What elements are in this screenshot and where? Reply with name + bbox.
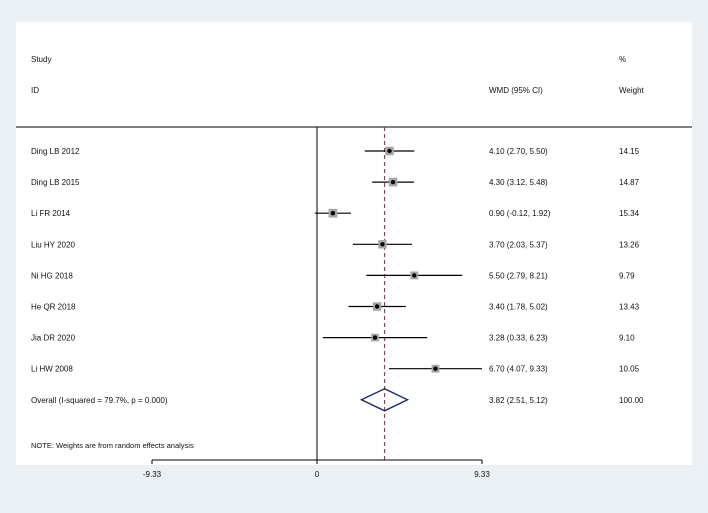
weight-text: 15.34 — [619, 209, 640, 218]
weight-text: 13.43 — [619, 303, 640, 312]
study-row: Ding LB 2012 4.10 (2.70, 5.50) 14.15 — [31, 146, 640, 156]
study-row: Ni HG 2018 5.50 (2.79, 8.21) 9.79 — [31, 271, 635, 280]
ci-text: 5.50 (2.79, 8.21) — [489, 271, 548, 280]
weight-text: 14.15 — [619, 147, 640, 156]
study-row: Jia DR 2020 3.28 (0.33, 6.23) 9.10 — [31, 334, 635, 343]
point-estimate — [412, 273, 417, 278]
ci-text: 3.28 (0.33, 6.23) — [489, 334, 548, 343]
study-row: Liu HY 2020 3.70 (2.03, 5.37) 13.26 — [31, 240, 640, 249]
x-tick-label: 9.33 — [474, 470, 490, 479]
header-effect: WMD (95% CI) — [489, 86, 543, 95]
study-label: Li HW 2008 — [31, 365, 73, 374]
weights-note: NOTE: Weights are from random effects an… — [31, 441, 194, 450]
ci-text: 3.70 (2.03, 5.37) — [489, 240, 548, 249]
overall-label: Overall (I-squared = 79.7%, p = 0.000) — [31, 396, 168, 405]
study-row: Ding LB 2015 4.30 (3.12, 5.48) 14.87 — [31, 177, 640, 187]
header-percent: % — [619, 55, 626, 64]
overall-ci-text: 3.82 (2.51, 5.12) — [489, 396, 548, 405]
weight-text: 13.26 — [619, 240, 640, 249]
header-weight: Weight — [619, 86, 645, 95]
weight-text: 10.05 — [619, 365, 640, 374]
header-id: ID — [31, 86, 39, 95]
weight-text: 9.10 — [619, 334, 635, 343]
study-label: Ding LB 2015 — [31, 178, 80, 187]
point-estimate — [387, 148, 392, 154]
x-tick-label: 0 — [315, 470, 320, 479]
weight-text: 14.87 — [619, 178, 640, 187]
study-row: He QR 2018 3.40 (1.78, 5.02) 13.43 — [31, 302, 640, 312]
ci-text: 4.30 (3.12, 5.48) — [489, 178, 548, 187]
study-row: Li HW 2008 6.70 (4.07, 9.33) 10.05 — [31, 365, 640, 374]
overall-diamond — [359, 388, 410, 412]
ci-text: 0.90 (-0.12, 1.92) — [489, 209, 551, 218]
point-estimate — [374, 304, 380, 309]
study-label: Jia DR 2020 — [31, 334, 76, 343]
weight-text: 9.79 — [619, 271, 635, 280]
study-row: Li FR 2014 0.90 (-0.12, 1.92) 15.34 — [31, 208, 640, 218]
point-estimate — [433, 366, 438, 371]
plot-panel — [16, 22, 692, 465]
study-label: Ni HG 2018 — [31, 271, 73, 280]
point-estimate — [390, 179, 396, 185]
x-axis: -9.33 0 9.33 — [143, 459, 490, 479]
ci-text: 3.40 (1.78, 5.02) — [489, 303, 548, 312]
point-estimate — [330, 211, 336, 216]
header-study: Study — [31, 55, 51, 64]
study-label: Li FR 2014 — [31, 209, 71, 218]
x-tick-label: -9.33 — [143, 470, 162, 479]
ci-text: 4.10 (2.70, 5.50) — [489, 147, 548, 156]
point-estimate — [372, 335, 378, 340]
point-estimate — [380, 242, 385, 247]
study-label: He QR 2018 — [31, 303, 76, 312]
overall-row: Overall (I-squared = 79.7%, p = 0.000) 3.… — [31, 388, 644, 412]
overall-weight-text: 100.00 — [619, 396, 644, 405]
study-label: Ding LB 2012 — [31, 147, 80, 156]
study-label: Liu HY 2020 — [31, 240, 75, 249]
ci-text: 6.70 (4.07, 9.33) — [489, 365, 548, 374]
